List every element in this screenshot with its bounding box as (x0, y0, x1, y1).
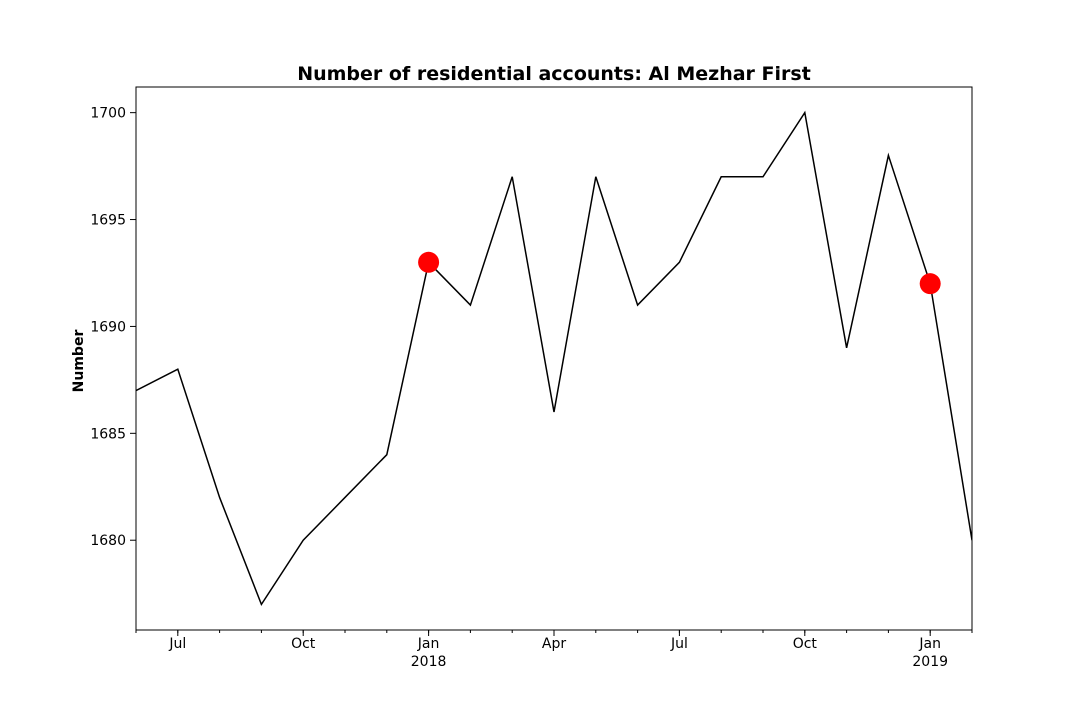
x-tick-year-label: 2019 (912, 654, 948, 670)
y-tick-label: 1695 (90, 213, 126, 229)
y-tick-label: 1680 (90, 533, 126, 549)
plot-area: Jul Oct Jan 2018 Apr Jul Oct Jan 2019 1680 1685 169… (90, 86, 973, 670)
y-tick-label: 1690 (90, 319, 126, 335)
plot-frame (135, 86, 973, 631)
x-tick-label: Apr (542, 636, 566, 652)
x-tick-label: Jan (918, 636, 941, 652)
highlight-point (919, 273, 941, 295)
y-tick-label: 1685 (90, 426, 126, 442)
series-line (136, 110, 972, 606)
highlight-point (418, 251, 440, 273)
x-tick-year-label: 2018 (411, 654, 447, 670)
y-axis-label: Number (71, 330, 87, 393)
chart-title: Number of residential accounts: Al Mezha… (297, 63, 811, 85)
x-tick-label: Jan (417, 636, 440, 652)
x-tick-label: Oct (793, 636, 818, 652)
y-tick-label: 1700 (90, 106, 126, 122)
x-tick-label: Jul (168, 636, 186, 652)
x-tick-label: Jul (670, 636, 688, 652)
x-tick-label: Oct (291, 636, 316, 652)
